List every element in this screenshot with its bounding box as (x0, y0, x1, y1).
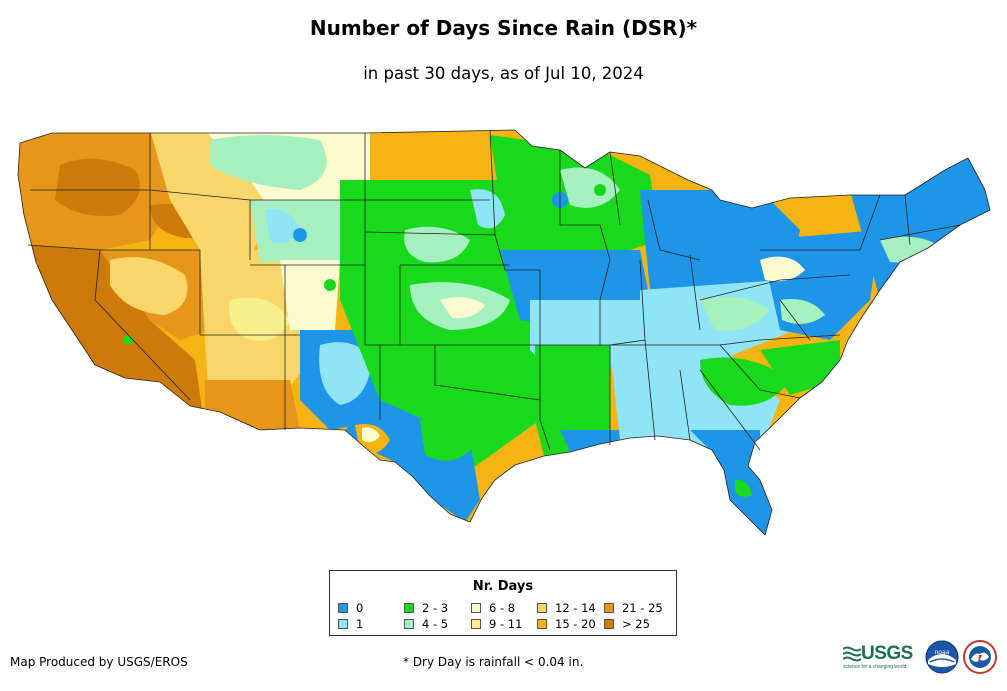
legend-swatch (338, 619, 348, 629)
nws-logo-icon (963, 640, 997, 674)
legend-item-0: 0 (338, 602, 363, 614)
legend-swatch (404, 603, 414, 613)
legend-item-3: 4 - 5 (404, 618, 448, 630)
legend-item-2: 2 - 3 (404, 602, 448, 614)
legend-label: 12 - 14 (555, 601, 596, 615)
dry-day-footnote: * Dry Day is rainfall < 0.04 in. (403, 655, 584, 669)
legend-swatch (338, 603, 348, 613)
legend-item-8: 21 - 25 (604, 602, 663, 614)
legend-swatch (471, 603, 481, 613)
legend-item-7: 15 - 20 (537, 618, 596, 630)
legend-item-1: 1 (338, 618, 363, 630)
legend-label: 9 - 11 (489, 617, 523, 631)
usgs-tagline: science for a changing world (843, 664, 907, 670)
usgs-waves-icon (843, 646, 861, 662)
legend-swatch (537, 619, 547, 629)
legend-swatch (537, 603, 547, 613)
legend-label: 6 - 8 (489, 601, 516, 615)
legend-label: > 25 (622, 617, 650, 631)
legend-swatch (604, 603, 614, 613)
legend-label: 0 (356, 601, 364, 615)
legend-label: 15 - 20 (555, 617, 596, 631)
map-title: Number of Days Since Rain (DSR)* (309, 16, 698, 40)
legend-item-4: 6 - 8 (471, 602, 515, 614)
noaa-logo-icon: noaa (925, 640, 959, 674)
legend: Nr. Days 0 1 2 - 3 4 - 5 6 - 8 9 - 11 12… (329, 570, 677, 636)
legend-item-6: 12 - 14 (537, 602, 596, 614)
legend-swatch (604, 619, 614, 629)
legend-title: Nr. Days (472, 579, 534, 594)
legend-swatch (404, 619, 414, 629)
map-subtitle: in past 30 days, as of Jul 10, 2024 (363, 64, 644, 83)
map-credit: Map Produced by USGS/EROS (10, 655, 188, 669)
legend-item-9: > 25 (604, 618, 650, 630)
legend-label: 2 - 3 (422, 601, 449, 615)
legend-label: 1 (356, 617, 364, 631)
legend-swatch (471, 619, 481, 629)
usgs-wordmark: USGS (861, 643, 913, 664)
legend-item-5: 9 - 11 (471, 618, 522, 630)
legend-label: 4 - 5 (422, 617, 449, 631)
legend-label: 21 - 25 (622, 601, 663, 615)
noaa-logo-text: noaa (935, 649, 950, 656)
usgs-logo: USGS science for a changing world (843, 643, 919, 671)
us-dsr-map (17, 129, 991, 536)
